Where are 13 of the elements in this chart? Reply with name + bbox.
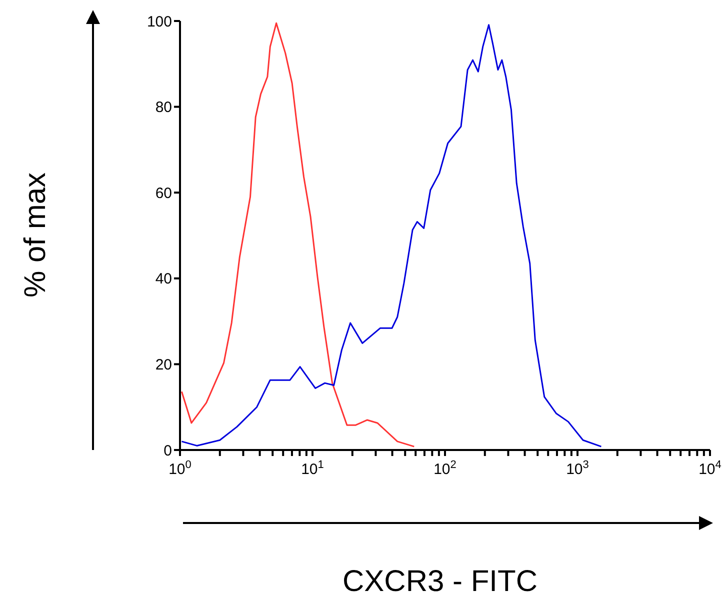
- y-tick-label: 60: [155, 184, 172, 202]
- x-tick-label: 10$^{2}$: [434, 459, 456, 478]
- y-tick-label: 20: [155, 356, 172, 374]
- y-tick-label: 80: [155, 99, 172, 116]
- x-axis-title: CXCR3 - FITC: [342, 565, 538, 599]
- x-tick-label: 10$^{3}$: [566, 459, 589, 478]
- y-axis-title: % of max: [19, 172, 53, 298]
- x-tick-label: 10$^{0}$: [168, 459, 192, 478]
- y-tick-label: 40: [155, 270, 172, 288]
- y-tick-label: 0: [164, 442, 172, 460]
- y-tick-label: 100: [146, 13, 172, 30]
- x-tick-label: 10$^{1}$: [301, 459, 324, 478]
- x-tick-label: 10$^{4}$: [698, 459, 722, 478]
